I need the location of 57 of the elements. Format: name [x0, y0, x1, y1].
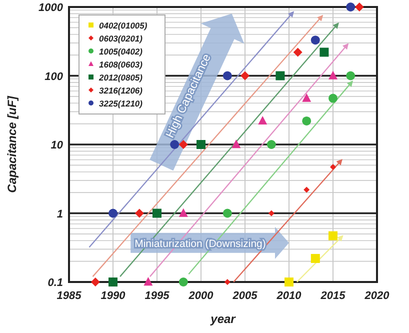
- point: [266, 140, 276, 149]
- y-tick-label: 100: [44, 70, 64, 83]
- point: [144, 277, 153, 286]
- x-tick-label: 2015: [320, 290, 346, 302]
- point: [222, 71, 232, 80]
- point: [328, 231, 338, 240]
- point: [330, 164, 336, 170]
- point: [178, 140, 188, 149]
- legend-label: 2012(0805): [98, 72, 143, 82]
- x-tick-label: 2020: [364, 290, 390, 302]
- point: [276, 71, 285, 80]
- point: [346, 71, 356, 80]
- x-tick-label: 1995: [144, 290, 170, 302]
- point: [178, 278, 188, 286]
- point: [268, 210, 274, 216]
- point: [320, 48, 329, 57]
- point: [108, 278, 118, 286]
- point: [293, 48, 302, 57]
- y-tick-label: 1000: [38, 2, 64, 14]
- x-axis-title: year: [210, 312, 237, 326]
- legend-label: 0402(01005): [99, 20, 148, 30]
- y-tick-label: 0.1: [48, 277, 63, 289]
- point: [284, 278, 294, 286]
- legend-label: 1005(0402): [99, 46, 143, 56]
- point: [346, 2, 356, 12]
- point: [302, 116, 312, 126]
- point: [224, 279, 230, 285]
- y-tick-label: 1: [56, 208, 63, 220]
- point: [302, 93, 312, 102]
- point: [310, 36, 320, 45]
- point: [178, 208, 188, 217]
- point: [240, 71, 250, 80]
- y-axis-title: Capacitance [uF]: [5, 95, 19, 193]
- point: [232, 140, 241, 148]
- y-tick-label: 10: [50, 140, 64, 152]
- point: [310, 254, 320, 263]
- point: [328, 70, 338, 80]
- legend-label: 1608(0603): [99, 60, 143, 70]
- point: [108, 208, 118, 218]
- legend-label: 3216(1206): [99, 86, 143, 96]
- x-tick-label: 1985: [56, 290, 82, 302]
- legend-label: 0603(0201): [99, 34, 143, 44]
- x-tick-label: 2010: [276, 290, 302, 302]
- point: [152, 208, 162, 218]
- point: [354, 2, 364, 12]
- point: [304, 186, 310, 193]
- point: [222, 208, 232, 218]
- point: [170, 140, 180, 149]
- point: [90, 278, 100, 286]
- point: [196, 140, 206, 149]
- point: [328, 94, 338, 103]
- x-tick-label: 2000: [188, 290, 214, 302]
- x-tick-label: 1990: [100, 290, 126, 302]
- legend-label: 3225(1210): [99, 98, 143, 108]
- point: [134, 208, 144, 218]
- x-tick-label: 2005: [232, 290, 258, 302]
- point: [258, 116, 268, 125]
